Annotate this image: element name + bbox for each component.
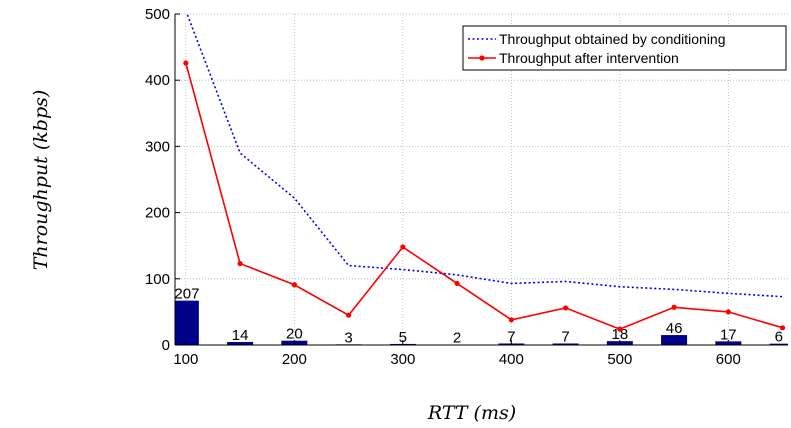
series-point-2 [237, 260, 243, 267]
bar-count-label: 2 [453, 330, 461, 347]
series-point-2 [671, 304, 677, 310]
series-point-2 [617, 326, 623, 332]
y-tick-label: 100 [145, 271, 170, 288]
count-bar [769, 343, 788, 345]
series-line-1 [186, 14, 783, 298]
y-tick-label: 200 [145, 205, 170, 222]
series-point-2 [183, 60, 189, 66]
y-tick-label: 0 [162, 337, 170, 354]
y-tick-label: 400 [145, 72, 170, 89]
series-point-2 [562, 305, 569, 311]
series-point-2 [345, 312, 352, 318]
series-point-2 [400, 244, 406, 250]
y-tick-label: 300 [145, 138, 170, 155]
series-point-2 [779, 325, 786, 331]
legend-label-1: Throughput obtained by conditioning [499, 31, 726, 47]
bar-count-label: 14 [232, 327, 249, 344]
x-tick-label: 100 [173, 351, 198, 368]
x-tick-label: 200 [282, 351, 307, 368]
count-bar [661, 335, 688, 345]
bar-count-label: 46 [666, 320, 683, 337]
series-point-2 [725, 309, 731, 315]
x-tick-label: 600 [716, 351, 741, 368]
bar-count-label: 17 [720, 326, 737, 343]
count-bar [227, 342, 254, 345]
y-tick-label: 500 [145, 6, 170, 23]
bar-count-label: 207 [174, 286, 199, 303]
series-point-2 [291, 282, 297, 288]
x-axis-label: RTT (ms) [427, 402, 516, 424]
x-tick-label: 500 [607, 351, 632, 368]
bar-count-label: 20 [286, 326, 303, 343]
legend-swatch-dot [479, 55, 485, 61]
series-point-2 [508, 317, 514, 323]
legend: Throughput obtained by conditioning Throu… [462, 25, 787, 71]
count-bar [552, 343, 579, 345]
count-bar [175, 300, 199, 345]
x-tick-label: 400 [499, 351, 524, 368]
series-point-2 [454, 280, 460, 287]
series-line-2 [185, 62, 783, 330]
legend-label-2: Throughput after intervention [499, 50, 679, 66]
bar-count-label: 18 [611, 326, 628, 343]
y-axis-label: Throughput (kbps) [30, 90, 52, 271]
series-lines [183, 14, 786, 332]
bar-count-label: 7 [561, 328, 569, 345]
bar-count-label: 6 [775, 329, 783, 346]
sample-count-bars: 207 14 20 3 5 2 7 7 18 46 17 6 [174, 286, 788, 347]
bar-count-label: 5 [399, 329, 407, 346]
x-tick-label: 300 [390, 351, 415, 368]
bar-count-label: 7 [507, 328, 515, 345]
bar-count-label: 3 [344, 329, 352, 346]
legend-box [462, 25, 787, 71]
